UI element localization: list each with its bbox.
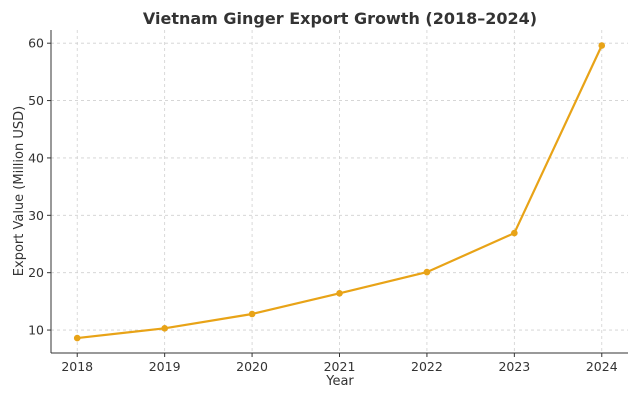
x-tick-label: 2019 xyxy=(149,359,181,374)
x-tick-label: 2023 xyxy=(498,359,530,374)
x-tick-label: 2022 xyxy=(411,359,443,374)
y-tick-label: 30 xyxy=(28,208,44,223)
y-axis-ticks: 10 20 30 40 50 60 xyxy=(28,36,51,338)
data-point xyxy=(73,334,81,342)
y-tick-label: 10 xyxy=(28,323,44,338)
x-tick-label: 2020 xyxy=(236,359,268,374)
series xyxy=(73,42,606,342)
data-point xyxy=(248,310,256,318)
data-point xyxy=(511,229,518,237)
y-tick-label: 50 xyxy=(28,93,44,108)
y-tick-label: 20 xyxy=(28,265,44,280)
x-tick-label: 2024 xyxy=(586,359,618,374)
x-axis-label: Year xyxy=(325,374,354,389)
data-point xyxy=(423,268,431,276)
x-tick-label: 2018 xyxy=(61,359,93,374)
grid xyxy=(51,30,628,353)
data-point xyxy=(161,325,168,332)
data-point xyxy=(598,42,606,49)
data-point xyxy=(336,290,343,297)
chart-title: Vietnam Ginger Export Growth (2018–2024) xyxy=(143,9,537,28)
x-tick-label: 2021 xyxy=(324,359,356,374)
y-tick-label: 60 xyxy=(28,36,44,51)
x-axis-ticks: 2018 2019 2020 2021 2022 2023 2024 xyxy=(61,353,618,374)
y-axis-label: Export Value (Million USD) xyxy=(12,106,27,276)
y-tick-label: 40 xyxy=(28,150,44,165)
